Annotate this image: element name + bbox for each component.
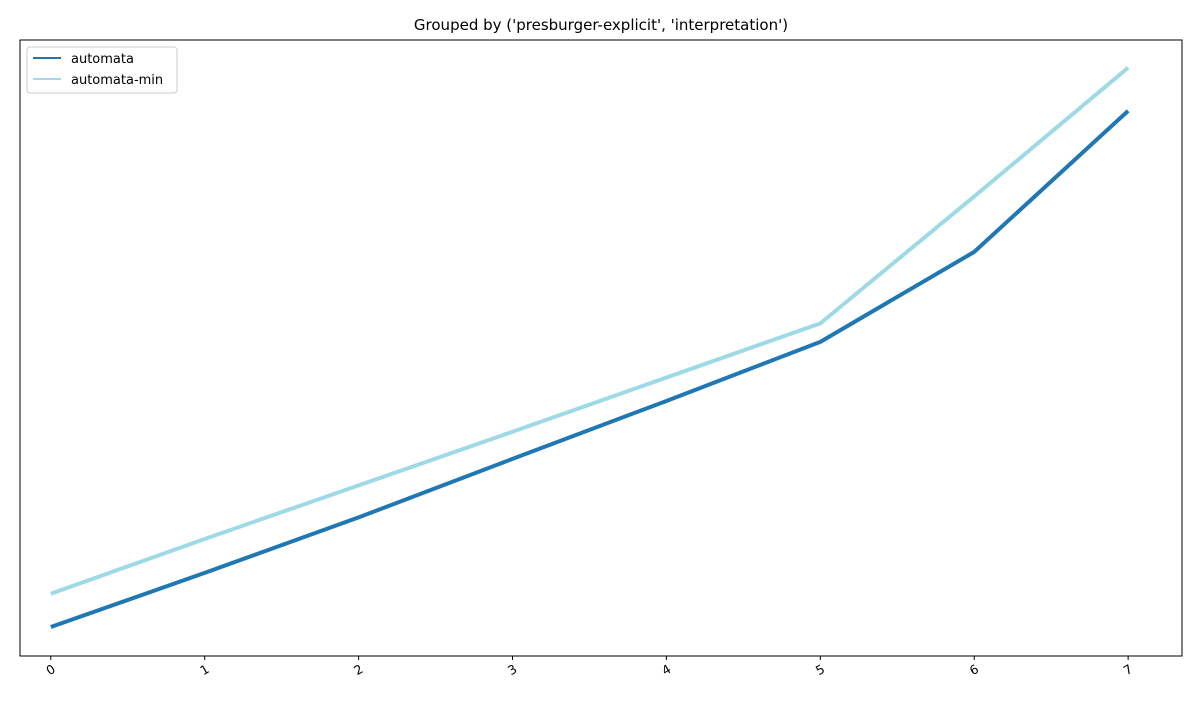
- x-tick-label: 4: [659, 661, 673, 678]
- chart-title: Grouped by ('presburger-explicit', 'inte…: [414, 16, 788, 34]
- x-tick-label: 1: [197, 661, 211, 678]
- legend-label-1: automata-min: [71, 73, 163, 88]
- x-tick-label: 3: [505, 661, 519, 678]
- x-tick-label: 5: [813, 661, 827, 678]
- legend-label-0: automata: [71, 52, 134, 67]
- plot-area: [19, 39, 1183, 657]
- x-axis: 0 1 2 3 4 5 6 7: [43, 656, 1135, 678]
- series-layer: [50, 66, 1130, 629]
- x-tick-label: 7: [1121, 661, 1135, 678]
- series-line-0: [50, 109, 1130, 629]
- x-tick-label: 6: [967, 661, 981, 678]
- legend: automata automata-min: [26, 46, 178, 94]
- x-tick-label: 0: [43, 661, 57, 678]
- x-tick-label: 2: [351, 661, 365, 678]
- legend-box: [26, 46, 178, 94]
- series-line-1: [50, 66, 1130, 596]
